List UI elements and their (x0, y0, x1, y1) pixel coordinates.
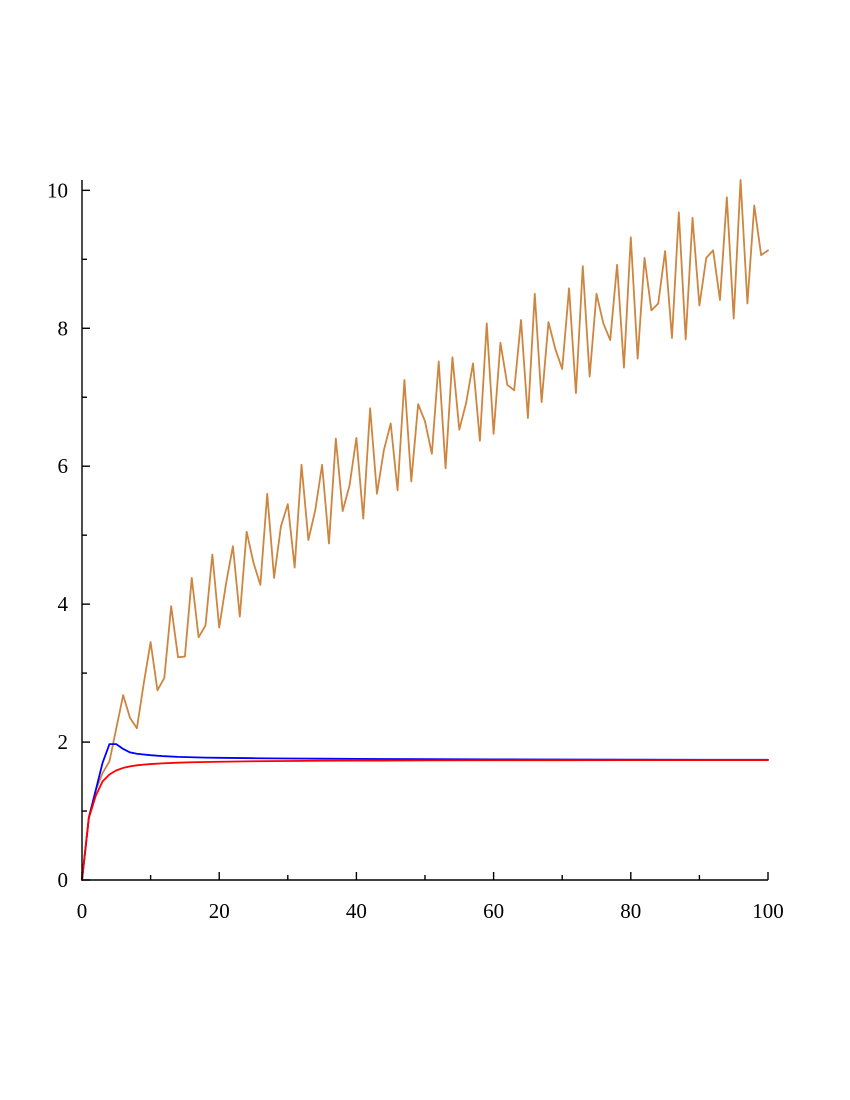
x-tick-label: 60 (483, 899, 504, 923)
series-line-red (81, 759, 769, 881)
x-tick-label: 0 (77, 899, 88, 923)
series-line-orange (81, 179, 769, 881)
x-tick-label: 40 (346, 899, 367, 923)
x-tick-label: 20 (209, 899, 230, 923)
y-tick-label: 10 (47, 178, 68, 202)
series-layer (81, 179, 769, 881)
y-tick-label: 4 (58, 592, 69, 616)
x-tick-label: 100 (752, 899, 784, 923)
y-tick-label: 0 (58, 868, 69, 892)
y-tick-label: 2 (58, 730, 69, 754)
series-line-blue (81, 743, 769, 881)
y-tick-label: 8 (58, 316, 69, 340)
ticks-layer: 0 20 40 60 80 100 0 2 4 6 8 10 (47, 178, 784, 923)
y-tick-label: 6 (58, 454, 69, 478)
x-tick-label: 80 (620, 899, 641, 923)
axes-layer (81, 180, 768, 881)
